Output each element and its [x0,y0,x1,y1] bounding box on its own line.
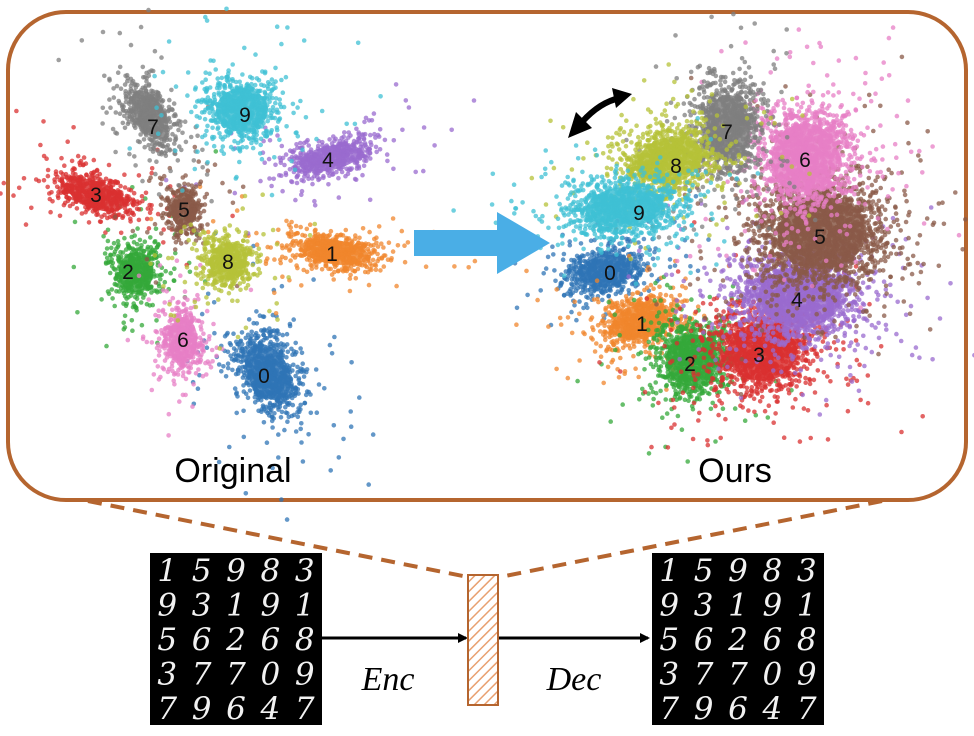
input-digit-2-3: 6 [261,622,281,658]
input-digit-0-2: 9 [226,553,246,589]
output-digit-3-4: 9 [797,656,817,692]
original-cluster-label-6: 6 [177,329,189,352]
output-digit-0-2: 9 [728,553,748,589]
encoder-label: Enc [361,661,415,698]
input-digit-4-2: 6 [226,691,246,727]
input-digit-3-4: 9 [295,656,315,692]
output-digit-2-0: 5 [659,622,679,658]
original-cluster-8 [148,192,318,351]
input-digit-1-4: 1 [295,588,315,624]
ours-cluster-label-9: 9 [633,202,645,225]
ours-cluster-label-2: 2 [684,353,696,376]
output-digit-4-4: 7 [797,691,817,727]
input-digit-1-3: 9 [261,588,281,624]
input-digit-0-0: 1 [157,553,177,589]
output-digit-3-2: 7 [728,656,748,692]
output-digit-1-1: 3 [694,588,714,624]
input-digit-2-0: 5 [157,622,177,658]
caption-ours: Ours [698,452,772,490]
input-digit-3-0: 3 [157,656,177,692]
original-cluster-7 [56,7,214,204]
ours-cluster-9 [451,116,761,287]
rotate-double-arrow-icon [568,88,632,138]
ours-cluster-0 [490,194,711,328]
original-cluster-1 [148,184,529,316]
original-cluster-label-2: 2 [122,261,134,284]
input-digit-0-3: 8 [261,553,281,589]
output-digit-2-1: 6 [694,622,714,658]
output-digit-3-0: 3 [659,656,679,692]
output-grid-background [652,553,824,725]
output-digit-2-2: 2 [727,622,748,658]
input-digit-3-3: 0 [261,656,281,692]
original-cluster-5 [112,144,246,289]
input-digit-4-3: 4 [260,691,281,727]
original-cluster-label-7: 7 [147,116,159,139]
caption-original: Original [174,452,291,490]
original-cluster-2 [71,149,219,349]
original-cluster-9 [127,6,383,198]
bottleneck-layer [467,574,499,706]
output-digit-0-4: 3 [797,553,817,589]
input-digit-3-1: 7 [192,656,212,692]
input-digit-1-1: 3 [192,588,212,624]
ours-cluster-label-6: 6 [799,149,811,172]
input-digit-1-2: 1 [226,588,246,624]
ours-cluster-label-8: 8 [670,155,682,178]
original-cluster-label-0: 0 [258,365,270,388]
output-digit-2-4: 8 [797,622,817,658]
original-cluster-label-1: 1 [326,243,338,266]
output-digit-4-2: 6 [728,691,748,727]
input-digit-0-4: 3 [295,553,315,589]
ours-cluster-label-4: 4 [791,289,803,312]
input-digit-1-0: 9 [157,588,177,624]
zoom-line-right [499,499,883,579]
output-digit-3-1: 7 [694,656,714,692]
decoder-label: Dec [546,661,602,698]
input-grid-background [150,553,322,725]
ours-cluster-label-3: 3 [753,344,765,367]
zoom-line-left [87,499,469,579]
original-cluster-label-5: 5 [178,199,190,222]
input-digit-0-1: 5 [192,553,212,589]
output-digit-2-3: 6 [763,622,783,658]
output-digit-0-0: 1 [659,553,679,589]
input-digit-4-0: 7 [157,691,177,727]
scatter-ours: 0 1 2 3 4 5 6 7 8 9 [451,11,974,464]
original-cluster-label-4: 4 [322,149,334,172]
ours-cluster-label-5: 5 [814,226,826,249]
right-arrow-icon [414,212,550,274]
embedding-frame [6,10,968,502]
output-digit-0-1: 5 [694,553,714,589]
output-digit-1-4: 1 [797,588,817,624]
input-digit-2-1: 6 [192,622,212,658]
original-cluster-label-9: 9 [239,104,251,127]
output-digit-1-2: 1 [728,588,748,624]
input-digit-2-2: 2 [225,622,246,658]
output-digit-4-0: 7 [659,691,679,727]
output-digit-0-3: 8 [763,553,783,589]
ours-cluster-label-7: 7 [721,121,733,144]
output-digit-grid: 1 5 9 8 39 3 1 9 15 6 2 6 83 7 7 0 97 9 6 4 7 [652,553,824,727]
input-digit-grid: 1 5 9 8 39 3 1 9 15 6 2 6 83 7 7 0 97 9 6 4 7 [150,553,322,727]
input-digit-4-1: 9 [192,691,212,727]
scatter-original: 0 1 2 3 4 5 6 7 8 9 [0,6,529,522]
input-digit-3-2: 7 [226,656,246,692]
input-digit-2-4: 8 [295,622,315,658]
original-cluster-6 [125,258,254,438]
output-digit-1-0: 9 [659,588,679,624]
output-digit-3-3: 0 [763,656,783,692]
output-digit-4-3: 4 [762,691,783,727]
ours-cluster-label-0: 0 [604,262,616,285]
output-digit-4-1: 9 [694,691,714,727]
output-digit-1-3: 9 [763,588,783,624]
original-cluster-label-8: 8 [222,251,234,274]
original-cluster-0 [184,230,376,522]
original-cluster-label-3: 3 [90,184,102,207]
input-digit-4-4: 7 [295,691,315,727]
ours-cluster-label-1: 1 [636,313,648,336]
